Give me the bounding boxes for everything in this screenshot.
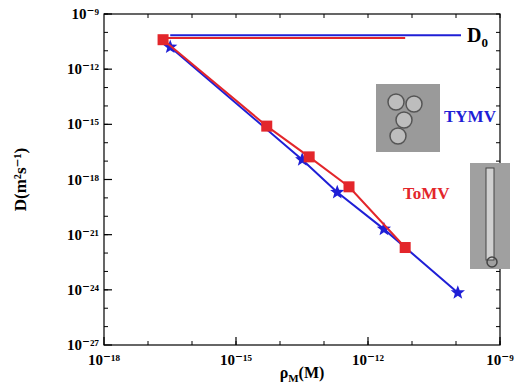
y-tick-label: 10⁻⁹	[72, 6, 100, 22]
micrograph-tomv	[470, 163, 510, 269]
minor-tick	[104, 271, 108, 272]
minor-tick	[456, 14, 457, 18]
minor-tick	[496, 32, 500, 33]
x-tick-label: 10⁻⁹	[486, 352, 514, 368]
minor-tick	[104, 216, 108, 217]
x-tick	[499, 337, 500, 345]
marks	[158, 34, 465, 299]
minor-tick	[324, 14, 325, 18]
y-tick	[104, 234, 112, 235]
star-marker	[330, 185, 344, 199]
minor-tick	[148, 14, 149, 18]
d0-line	[163, 37, 405, 39]
micrograph-bg	[470, 163, 510, 269]
x-tick-label: 10⁻¹⁵	[220, 352, 252, 368]
minor-tick	[496, 271, 500, 272]
x-axis-title-part: ρ	[280, 364, 289, 382]
y-tick	[104, 344, 112, 345]
minor-tick	[496, 105, 500, 106]
y-axis-title: D(m²s⁻¹)	[11, 148, 30, 212]
minor-tick	[104, 161, 108, 162]
minor-tick	[104, 197, 108, 198]
star-marker	[451, 285, 465, 299]
annotation: D0	[467, 24, 488, 50]
minor-tick	[104, 105, 108, 106]
minor-tick	[236, 14, 237, 18]
minor-tick	[456, 341, 457, 345]
minor-tick	[280, 14, 281, 18]
minor-tick	[496, 142, 500, 143]
minor-tick	[496, 87, 500, 88]
square-marker	[158, 34, 169, 45]
minor-tick	[496, 289, 500, 290]
micrograph-particle	[406, 96, 422, 112]
square-marker	[344, 181, 355, 192]
y-tick	[104, 289, 112, 290]
minor-tick	[104, 253, 108, 254]
micrograph-rod	[486, 168, 494, 260]
annotation-part: D	[467, 24, 481, 46]
y-tick-label: 10⁻¹⁸	[67, 172, 99, 188]
chart: 10⁻¹⁸ 10⁻¹⁵ 10⁻¹² 10⁻⁹ 10⁻²⁷ 10⁻²⁴ 10⁻²¹ 10⁻¹⁸ 1…	[0, 0, 531, 383]
minor-tick	[148, 341, 149, 345]
minor-tick	[496, 124, 500, 125]
minor-tick	[500, 14, 501, 18]
minor-tick	[412, 14, 413, 18]
micrograph-tymv	[376, 84, 440, 152]
x-tick	[103, 337, 104, 345]
x-axis-title: ρM(M)	[280, 364, 325, 383]
minor-tick	[496, 14, 500, 15]
square-marker	[304, 151, 315, 162]
y-tick	[104, 69, 112, 70]
minor-tick	[496, 326, 500, 327]
minor-tick	[104, 87, 108, 88]
x-axis-title-part: (M)	[299, 364, 325, 382]
y-tick	[104, 13, 112, 14]
micrograph-particle	[388, 94, 404, 110]
minor-tick	[192, 341, 193, 345]
square-marker	[261, 121, 272, 132]
y-tick-label: 10⁻²⁷	[67, 337, 99, 353]
series-line	[170, 47, 458, 293]
y-tick-label: 10⁻²¹	[67, 227, 99, 243]
x-tick	[367, 337, 368, 345]
x-tick-label: 10⁻¹⁸	[88, 352, 120, 368]
minor-tick	[324, 341, 325, 345]
y-tick-label: 10⁻¹²	[67, 61, 99, 77]
x-tick-label: 10⁻¹²	[352, 352, 384, 368]
legend-label: ToMV	[403, 184, 450, 203]
minor-tick	[104, 142, 108, 143]
minor-tick	[104, 308, 108, 309]
square-marker	[400, 242, 411, 253]
micrograph-bg	[376, 84, 440, 152]
minor-tick	[496, 308, 500, 309]
micrograph-rod	[487, 257, 497, 267]
micrograph-particle	[390, 128, 406, 144]
x-tick	[235, 337, 236, 345]
minor-tick	[496, 69, 500, 70]
x-axis-title-part: M	[288, 372, 299, 383]
minor-tick	[412, 341, 413, 345]
annotation-part: 0	[481, 35, 488, 50]
y-tick-label: 10⁻²⁴	[67, 282, 99, 298]
d0-line	[170, 34, 461, 36]
y-tick	[104, 124, 112, 125]
micrograph-particle	[396, 112, 412, 128]
series-line	[163, 40, 405, 248]
y-tick-label: 10⁻¹⁵	[67, 116, 99, 132]
minor-tick	[104, 50, 108, 51]
minor-tick	[280, 341, 281, 345]
legend-label: TYMV	[444, 107, 497, 126]
plot-frame	[104, 14, 500, 345]
minor-tick	[496, 161, 500, 162]
minor-tick	[104, 326, 108, 327]
minor-tick	[368, 14, 369, 18]
minor-tick	[496, 50, 500, 51]
minor-tick	[104, 32, 108, 33]
y-tick	[104, 179, 112, 180]
minor-tick	[192, 14, 193, 18]
